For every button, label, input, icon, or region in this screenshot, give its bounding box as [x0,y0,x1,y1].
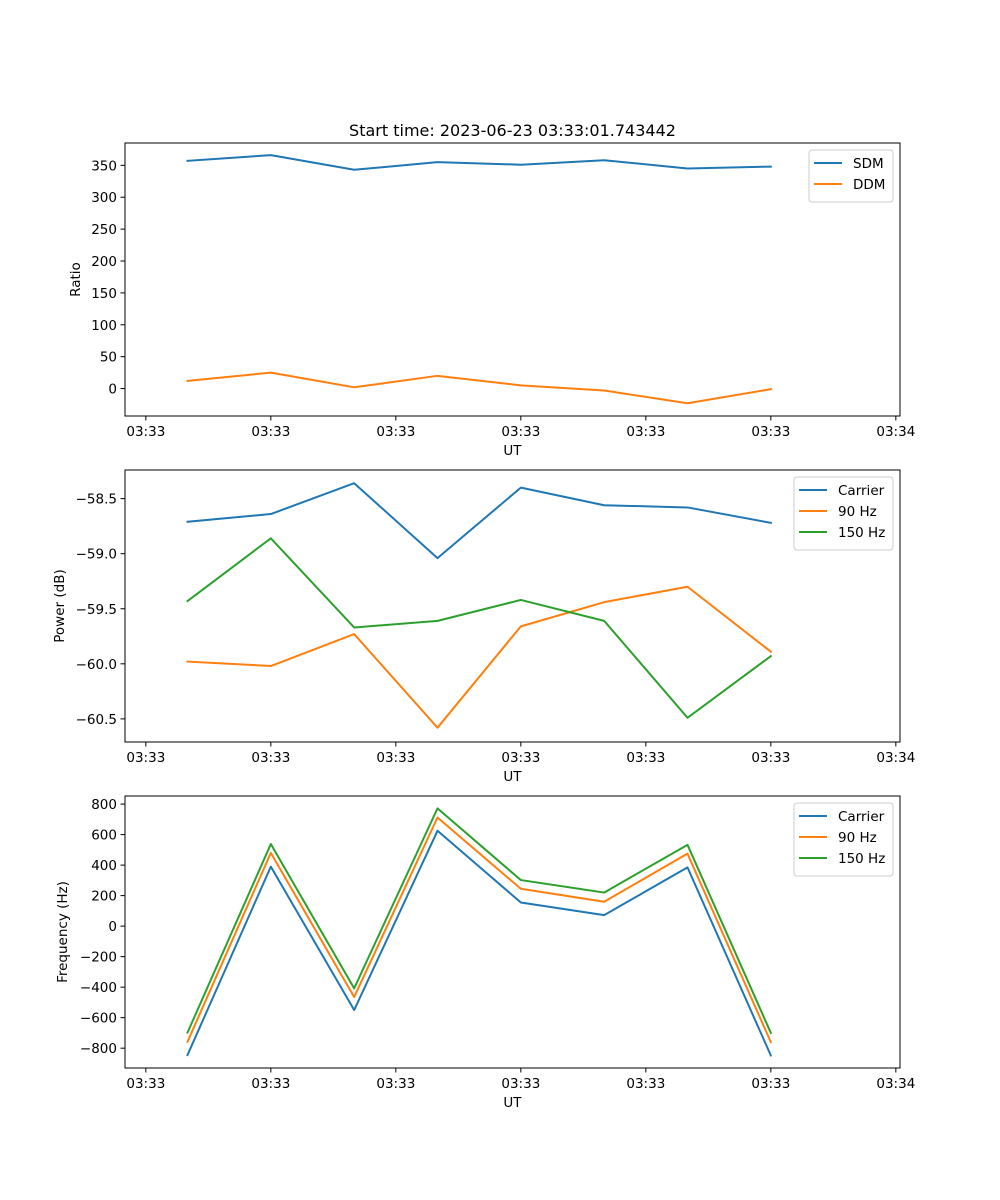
legend: Carrier 90 Hz 150 Hz [793,476,894,551]
x-tick-label: 03:33 [751,1076,790,1092]
series-line-90-hz [186,585,773,729]
x-tick-label: 03:33 [751,424,790,440]
legend-label: Carrier [838,483,885,499]
series-line-carrier [186,482,772,560]
legend: SDM DDM [808,149,894,203]
y-tick-label: 150 [91,286,117,302]
x-tick-label: 03:33 [626,1076,665,1092]
y-tick-label: −59.5 [76,602,117,618]
series-line-carrier [186,829,773,1057]
legend-label: Carrier [838,809,885,825]
series-line-ddm [186,371,772,405]
y-axis-label: Frequency (Hz) [55,881,71,983]
y-tick-label: 250 [91,222,117,238]
legend-label: 90 Hz [838,504,877,520]
y-tick-label: −60.0 [76,657,117,673]
legend-label: 150 Hz [838,525,885,541]
x-axis-label: UT [503,1095,522,1111]
series-line-90-hz [186,816,773,1044]
y-tick-label: −800 [80,1041,117,1057]
x-tick-label: 03:33 [251,424,290,440]
x-tick-label: 03:33 [126,750,165,766]
chart-panel: 03:33 03:33 03:33 03:33 03:33 03:33 03:34 −60.5… [52,469,915,785]
y-tick-label: −600 [80,1011,117,1027]
x-tick-label: 03:33 [376,424,415,440]
x-tick-label: 03:33 [626,750,665,766]
legend-label: 150 Hz [838,851,885,867]
x-tick-label: 03:33 [126,1076,165,1092]
y-tick-label: −200 [80,950,117,966]
y-tick-label: 400 [91,858,117,874]
legend: Carrier 90 Hz 150 Hz [793,802,894,877]
x-tick-label: 03:33 [251,750,290,766]
y-tick-label: −58.5 [76,492,117,508]
x-tick-label: 03:33 [376,750,415,766]
x-tick-label: 03:33 [501,1076,540,1092]
x-axis-label: UT [503,443,522,459]
x-tick-label: 03:33 [501,424,540,440]
x-tick-label: 03:33 [626,424,665,440]
x-tick-label: 03:34 [876,1076,915,1092]
y-tick-label: 0 [108,919,117,935]
x-tick-label: 03:33 [751,750,790,766]
x-tick-label: 03:34 [876,750,915,766]
y-tick-label: 350 [91,158,117,174]
y-tick-label: −400 [80,980,117,996]
y-tick-label: 300 [91,190,117,206]
x-tick-label: 03:33 [251,1076,290,1092]
y-tick-label: 0 [108,382,117,398]
legend-label: 90 Hz [838,830,877,846]
plot-area [124,469,901,743]
y-tick-label: 800 [91,797,117,813]
legend-label: DDM [853,177,885,193]
y-tick-label: 50 [100,350,117,366]
y-tick-label: −60.5 [76,712,117,728]
chart-panel: 03:33 03:33 03:33 03:33 03:33 03:33 03:34 0 50 10… [68,142,915,459]
y-axis-label: Ratio [68,262,84,297]
y-tick-label: 200 [91,889,117,905]
y-axis-label: Power (dB) [52,569,68,642]
y-tick-label: −59.0 [76,547,117,563]
y-tick-label: 100 [91,318,117,334]
x-tick-label: 03:33 [126,424,165,440]
x-axis-label: UT [503,769,522,785]
series-line-150-hz [186,807,773,1035]
plot-area [124,142,901,417]
y-tick-label: 600 [91,828,117,844]
series-line-sdm [186,154,772,171]
chart-panel: 03:33 03:33 03:33 03:33 03:33 03:33 03:34 −800 −… [55,795,915,1111]
x-tick-label: 03:34 [876,424,915,440]
x-tick-label: 03:33 [376,1076,415,1092]
plot-area [124,795,901,1069]
y-tick-label: 200 [91,254,117,270]
series-line-150-hz [186,537,773,719]
legend-label: SDM [853,156,884,172]
chart-title: Start time: 2023-06-23 03:33:01.743442 [349,121,676,140]
x-tick-label: 03:33 [501,750,540,766]
